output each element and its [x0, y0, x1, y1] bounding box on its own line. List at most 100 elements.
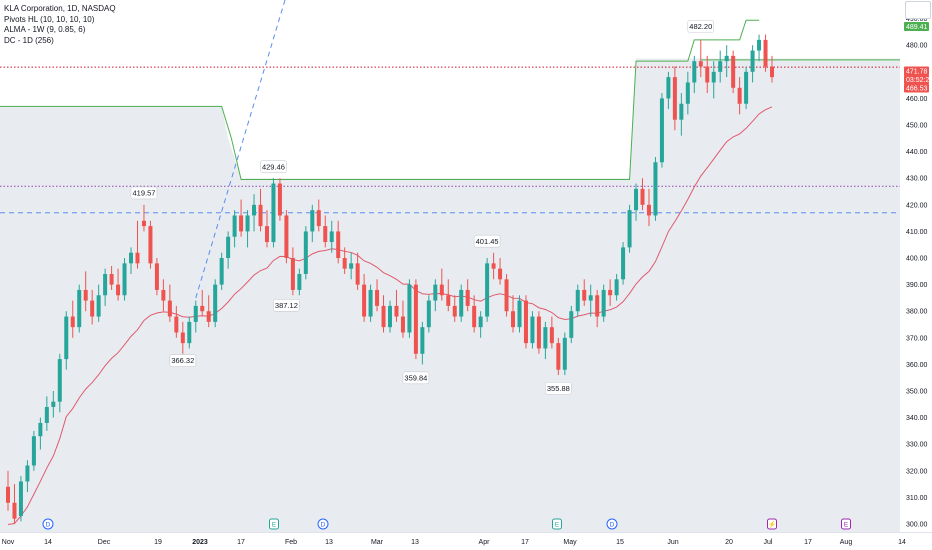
candle-body [148, 226, 153, 264]
candle-body [31, 436, 36, 466]
candle-body [57, 359, 62, 402]
candle-body [465, 289, 470, 306]
candle-body [711, 71, 716, 83]
x-tick-label: Aug [840, 539, 853, 546]
candle-body [504, 279, 509, 312]
scale-settings-button[interactable] [905, 1, 931, 19]
x-tick-label: Feb [285, 539, 297, 546]
x-tick-label: 2023 [192, 539, 208, 546]
candle-body [342, 258, 347, 269]
earnings-event-icon[interactable] [767, 518, 777, 530]
candle-body [122, 263, 127, 296]
candle-body [44, 406, 49, 423]
candle-body [426, 300, 431, 328]
earnings-event-icon[interactable] [552, 518, 562, 530]
x-tick-label: 19 [154, 539, 162, 546]
candle-body [284, 215, 289, 259]
event-marker-label: E [844, 521, 849, 528]
candle-body [511, 311, 516, 328]
dividend-event-icon[interactable] [317, 518, 329, 530]
price-badge [904, 75, 929, 84]
dividend-event-icon[interactable] [606, 518, 618, 530]
y-tick-label: 420.00 [906, 202, 928, 209]
candle-body [193, 305, 198, 322]
candle-body [375, 289, 380, 306]
candle-body [77, 289, 82, 328]
earnings-event-icon[interactable] [841, 518, 851, 530]
candle-body [154, 263, 159, 290]
candle-body [167, 300, 172, 317]
candle-body [109, 273, 114, 285]
candle-body [731, 55, 736, 88]
earnings-event-icon[interactable] [269, 518, 279, 530]
candle-body [757, 39, 762, 51]
candle-body [18, 481, 23, 517]
candle-body [439, 284, 444, 296]
dividend-event-icon[interactable] [42, 518, 54, 530]
legend-pivots: Pivots HL (10, 10, 10, 10) [4, 14, 95, 24]
y-tick-label: 360.00 [906, 362, 928, 369]
candle-body [588, 295, 593, 301]
legend-dc: DC - 1D (256) [4, 35, 54, 45]
x-tick-label: Jun [667, 539, 678, 546]
x-tick-label: May [563, 539, 577, 546]
candle-body [252, 204, 257, 216]
candle-body [129, 252, 134, 264]
candle-body [232, 215, 237, 237]
pivot-callout-label: 429.46 [262, 162, 285, 171]
candle-body [575, 289, 580, 312]
candle-body [763, 39, 768, 67]
candle-body [562, 337, 567, 370]
y-tick-label: 450.00 [906, 123, 928, 130]
candle-body [744, 71, 749, 104]
candle-body [303, 231, 308, 274]
candle-body [116, 284, 121, 296]
y-tick-label: 320.00 [906, 468, 928, 475]
pivot-callout-box [260, 160, 287, 173]
candle-body [724, 55, 729, 62]
candle-body [595, 295, 600, 317]
x-tick-label: 17 [804, 539, 812, 546]
candle-body [608, 289, 613, 296]
y-tick-label: 410.00 [906, 229, 928, 236]
candle-body [264, 226, 269, 243]
legend-alma: ALMA - 1W (9, 0.85, 6) [4, 25, 86, 34]
candle-body [459, 289, 464, 317]
pivot-callout-label: 387.12 [275, 301, 298, 310]
candle-body [258, 204, 263, 227]
candle-body [705, 66, 710, 83]
pivot-callout-box [402, 371, 430, 385]
y-tick-label: 340.00 [906, 415, 928, 422]
y-tick-label: 460.00 [906, 96, 928, 103]
candle-body [387, 305, 393, 328]
legend-title: KLA Corporation, 1D, NASDAQ [4, 4, 116, 13]
pivot-callout-label: 419.57 [132, 189, 155, 198]
candle-body [38, 422, 43, 437]
candle-body [407, 284, 412, 333]
candle-body [523, 300, 528, 344]
y-tick-label: 480.00 [906, 43, 928, 50]
candle-body [336, 231, 341, 259]
alma-line [7, 106, 773, 526]
event-marker-label: E [555, 521, 560, 528]
candle-body [12, 502, 17, 519]
x-tick-label: 14 [44, 539, 52, 546]
candle-body [769, 66, 775, 78]
candle-body [239, 215, 244, 232]
event-marker-label: ⚡ [768, 520, 776, 528]
candle-body [666, 77, 671, 99]
y-tick-label: 380.00 [906, 309, 928, 316]
price-badge [904, 83, 929, 93]
candle-body [219, 258, 224, 285]
candle-body [355, 263, 360, 285]
candle-body [310, 210, 315, 232]
x-tick-label: 13 [325, 539, 333, 546]
candle-body [621, 247, 626, 280]
price-badge-label: 466.53 [906, 85, 928, 92]
candle-body [135, 252, 140, 264]
y-tick-label: 370.00 [906, 335, 928, 342]
candle-body [277, 183, 282, 216]
candle-body [640, 188, 645, 205]
channel-upper-line [0, 19, 760, 181]
